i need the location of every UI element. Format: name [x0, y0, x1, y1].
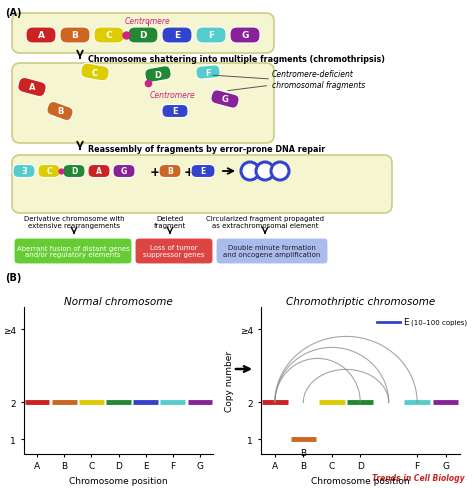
Title: Normal chromosome: Normal chromosome [64, 297, 173, 306]
Text: Ǝ: Ǝ [21, 167, 27, 176]
FancyBboxPatch shape [12, 64, 274, 143]
Text: B: B [57, 107, 63, 116]
Text: F: F [208, 31, 214, 41]
FancyBboxPatch shape [14, 239, 132, 264]
Text: +: + [184, 165, 194, 178]
Text: Trends in Cell Biology: Trends in Cell Biology [373, 473, 465, 482]
FancyBboxPatch shape [128, 28, 158, 44]
Text: Deleted
fragment: Deleted fragment [154, 216, 186, 228]
FancyBboxPatch shape [26, 28, 56, 44]
FancyBboxPatch shape [81, 64, 109, 81]
FancyBboxPatch shape [12, 156, 392, 214]
FancyBboxPatch shape [113, 165, 135, 178]
Text: D: D [155, 70, 162, 80]
Text: Aberrant fusion of distant genes
and/or regulatory elements: Aberrant fusion of distant genes and/or … [17, 245, 129, 258]
Text: E: E [403, 318, 409, 326]
FancyBboxPatch shape [162, 105, 188, 118]
FancyBboxPatch shape [135, 239, 213, 264]
Title: Chromothriptic chromosome: Chromothriptic chromosome [286, 297, 435, 306]
FancyBboxPatch shape [211, 91, 239, 109]
FancyBboxPatch shape [196, 66, 220, 80]
Text: E: E [174, 31, 180, 41]
FancyBboxPatch shape [47, 102, 73, 122]
Text: D: D [139, 31, 147, 41]
FancyBboxPatch shape [12, 14, 274, 54]
Text: C: C [46, 167, 52, 176]
Circle shape [241, 163, 259, 181]
FancyBboxPatch shape [63, 165, 85, 178]
Text: Reassembly of fragments by error-prone DNA repair: Reassembly of fragments by error-prone D… [88, 145, 325, 154]
Y-axis label: Copy number: Copy number [225, 350, 234, 411]
Text: B: B [301, 448, 306, 457]
Text: A: A [96, 167, 102, 176]
Text: Double minute formation
and oncogene amplification: Double minute formation and oncogene amp… [223, 245, 321, 258]
Text: Chromosome shattering into multiple fragments (chromothripsis): Chromosome shattering into multiple frag… [88, 54, 385, 63]
Text: C: C [106, 31, 112, 41]
Text: Derivative chromosome with
extensive rearrangements: Derivative chromosome with extensive rea… [24, 216, 124, 228]
Text: Centromere: Centromere [125, 17, 171, 26]
FancyBboxPatch shape [162, 28, 192, 44]
Text: Circularized fragment propagated
as extrachromosomal element: Circularized fragment propagated as extr… [206, 216, 324, 228]
Text: (B): (B) [5, 272, 21, 283]
X-axis label: Chromosome position: Chromosome position [311, 476, 410, 485]
FancyBboxPatch shape [60, 28, 90, 44]
FancyBboxPatch shape [216, 239, 328, 264]
FancyBboxPatch shape [230, 28, 260, 44]
Text: B: B [72, 31, 78, 41]
FancyBboxPatch shape [13, 165, 35, 178]
Circle shape [256, 163, 274, 181]
Text: Centromere-deficient
chromosomal fragments: Centromere-deficient chromosomal fragmen… [228, 70, 365, 91]
Circle shape [271, 163, 289, 181]
Text: +: + [150, 165, 160, 178]
Text: G: G [121, 167, 127, 176]
Text: G: G [221, 95, 228, 104]
Text: E: E [201, 167, 206, 176]
Text: A: A [37, 31, 45, 41]
Text: (A): (A) [5, 8, 21, 18]
Text: Loss of tumor
suppressor genes: Loss of tumor suppressor genes [143, 245, 205, 258]
FancyBboxPatch shape [38, 165, 60, 178]
FancyBboxPatch shape [159, 165, 181, 178]
FancyBboxPatch shape [145, 66, 171, 83]
Text: A: A [29, 83, 35, 92]
X-axis label: Chromosome position: Chromosome position [69, 476, 168, 485]
FancyBboxPatch shape [191, 165, 215, 178]
Text: B: B [167, 167, 173, 176]
FancyBboxPatch shape [196, 28, 226, 44]
FancyBboxPatch shape [88, 165, 110, 178]
Text: (10–100 copies): (10–100 copies) [411, 319, 467, 325]
Text: D: D [71, 167, 77, 176]
Text: Centromere: Centromere [150, 91, 196, 100]
FancyBboxPatch shape [18, 78, 46, 98]
Text: C: C [92, 68, 98, 77]
Text: G: G [241, 31, 249, 41]
Text: F: F [205, 68, 211, 77]
Text: E: E [172, 107, 178, 116]
FancyBboxPatch shape [94, 28, 124, 44]
